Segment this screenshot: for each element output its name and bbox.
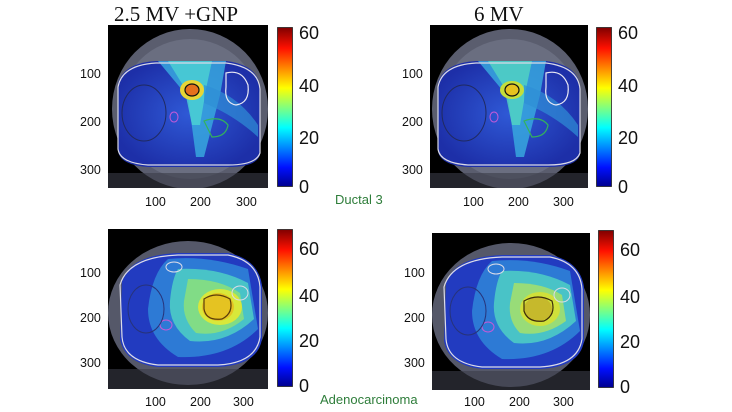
panel-adeno-6mv: 100 200 300 100 200 300 (404, 233, 590, 409)
colorbar-tick-label: 60 (620, 240, 641, 260)
caption-ductal-3: Ductal 3 (335, 192, 383, 207)
colorbar-adeno-6mv: 60 40 20 0 (598, 230, 640, 397)
colorbar-gradient (598, 230, 614, 388)
caption-adenocarcinoma: Adenocarcinoma (320, 392, 418, 407)
colorbar-tick-label: 0 (618, 177, 629, 197)
y-tick-label: 300 (80, 356, 101, 370)
dose-map-image (108, 25, 268, 188)
panel-ductal-6mv: 100 200 300 100 200 300 (402, 25, 588, 209)
x-tick-label: 100 (145, 395, 166, 409)
dose-map-image (432, 233, 590, 390)
colorbar-tick-label: 40 (618, 76, 639, 96)
x-tick-label: 300 (553, 195, 574, 209)
y-tick-label: 100 (80, 67, 101, 81)
x-tick-label: 300 (553, 395, 574, 409)
x-tick-label: 200 (190, 395, 211, 409)
x-tick-label: 200 (509, 395, 530, 409)
panel-adeno-gnp: 100 200 300 100 200 300 (80, 229, 268, 409)
y-tick-label: 300 (80, 163, 101, 177)
left-column-title: 2.5 MV +GNP (114, 2, 239, 26)
colorbar-gradient (277, 229, 293, 387)
colorbar-tick-label: 40 (299, 286, 320, 306)
x-tick-label: 200 (508, 195, 529, 209)
y-tick-label: 300 (404, 356, 425, 370)
colorbar-adeno-gnp: 60 40 20 0 (277, 229, 319, 396)
colorbar-tick-label: 20 (618, 128, 639, 148)
colorbar-ductal-gnp: 60 40 20 0 (277, 23, 319, 197)
colorbar-tick-label: 40 (620, 287, 641, 307)
y-tick-label: 200 (402, 115, 423, 129)
y-tick-label: 200 (404, 311, 425, 325)
right-column-title: 6 MV (474, 2, 524, 26)
y-tick-label: 100 (404, 266, 425, 280)
x-tick-label: 200 (190, 195, 211, 209)
y-tick-label: 200 (80, 115, 101, 129)
colorbar-tick-label: 0 (299, 376, 310, 396)
colorbar-tick-label: 60 (618, 23, 639, 43)
colorbar-ductal-6mv: 60 40 20 0 (596, 23, 638, 197)
y-tick-label: 100 (402, 67, 423, 81)
colorbar-tick-label: 40 (299, 76, 320, 96)
x-tick-label: 100 (464, 395, 485, 409)
colorbar-tick-label: 20 (620, 332, 641, 352)
dose-map-image (430, 25, 588, 188)
x-tick-label: 300 (233, 395, 254, 409)
y-tick-label: 100 (80, 266, 101, 280)
colorbar-gradient (277, 27, 293, 187)
dose-map-image (108, 229, 268, 389)
colorbar-tick-label: 0 (620, 377, 631, 397)
colorbar-gradient (596, 27, 612, 187)
colorbar-tick-label: 60 (299, 23, 320, 43)
colorbar-tick-label: 60 (299, 239, 320, 259)
colorbar-tick-label: 0 (299, 177, 310, 197)
x-tick-label: 100 (145, 195, 166, 209)
panel-ductal-gnp: 100 200 300 100 200 300 (80, 25, 268, 209)
x-tick-label: 300 (236, 195, 257, 209)
colorbar-tick-label: 20 (299, 331, 320, 351)
y-tick-label: 200 (80, 311, 101, 325)
colorbar-tick-label: 20 (299, 128, 320, 148)
y-tick-label: 300 (402, 163, 423, 177)
x-tick-label: 100 (463, 195, 484, 209)
